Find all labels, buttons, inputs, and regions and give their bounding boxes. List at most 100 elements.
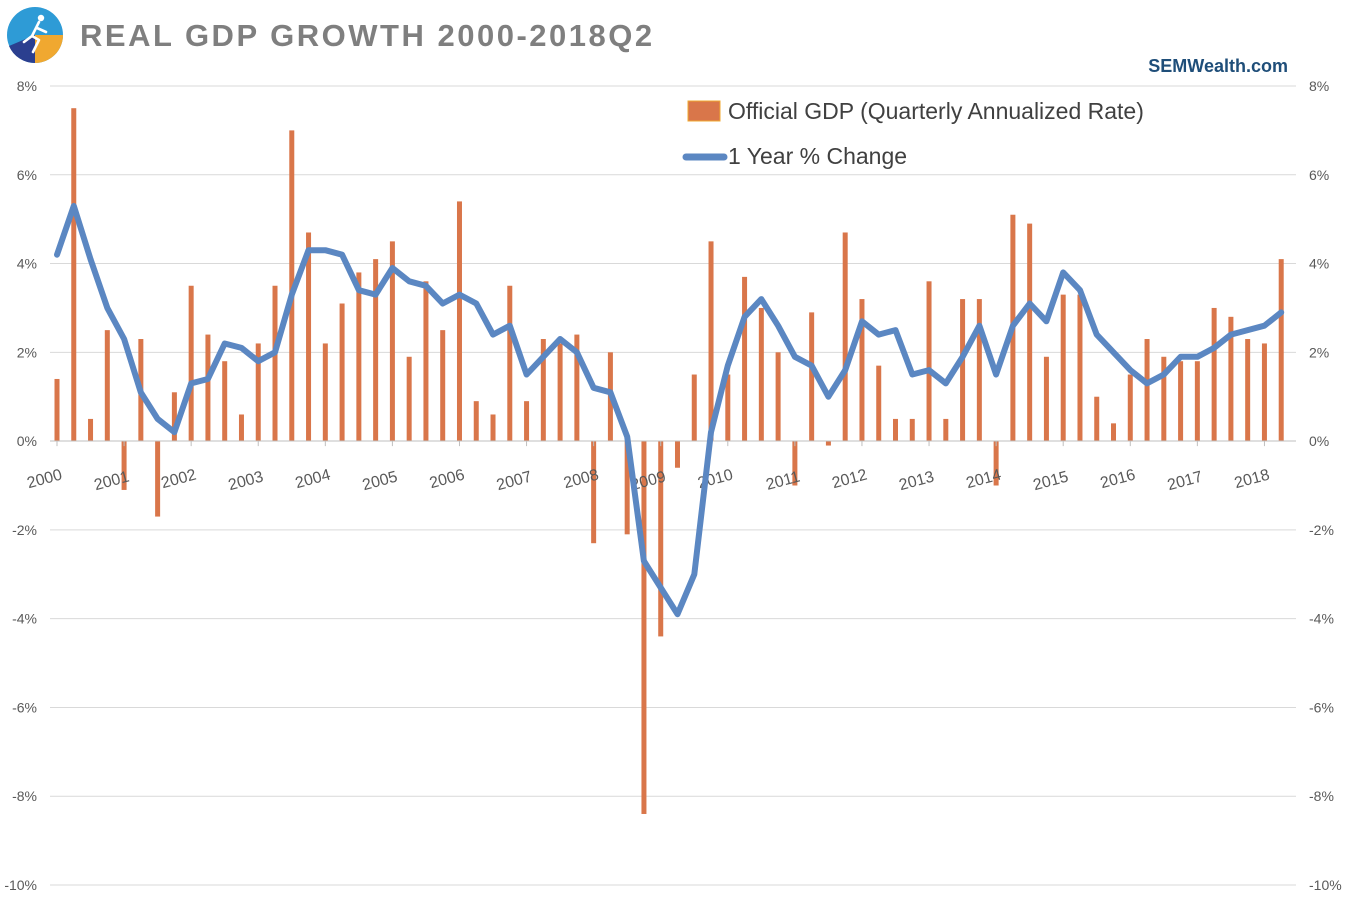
y-tick-label-right: 4%: [1309, 256, 1329, 272]
x-tick-label: 2003: [226, 469, 265, 495]
gdp-bar: [557, 343, 563, 442]
gdp-bar: [339, 303, 345, 442]
y-tick-label-right: 8%: [1309, 78, 1329, 94]
y-tick-label-right: -8%: [1309, 788, 1334, 804]
x-tick-label: 2007: [495, 469, 534, 495]
x-tick-label: 2012: [830, 467, 869, 493]
y-axis-left: 8% 6% 4% 2% 0% -2% -4% -6% -8% -10%: [4, 78, 37, 893]
gdp-bar: [825, 441, 831, 446]
gdp-bar: [574, 334, 580, 442]
gdp-bar: [742, 276, 748, 442]
gdp-bar: [1278, 259, 1284, 442]
gdp-bar: [708, 241, 714, 442]
x-tick-label: 2000: [25, 467, 64, 493]
gdp-bar: [1127, 374, 1133, 442]
gdp-bar: [507, 285, 513, 442]
gdp-bar: [1194, 361, 1200, 442]
line-series: [54, 202, 1285, 618]
x-tick-label: 2001: [92, 469, 131, 495]
gdp-bar: [389, 241, 395, 442]
gdp-bar: [1228, 316, 1234, 442]
x-tick-label: 2013: [897, 469, 936, 495]
y-tick-label-right: -4%: [1309, 611, 1334, 627]
x-tick-label: 2016: [1099, 467, 1138, 493]
gdp-bar: [1261, 343, 1267, 442]
gdp-bar: [1178, 361, 1184, 442]
gdp-bar: [842, 232, 848, 442]
y-axis-right: 8% 6% 4% 2% 0% -2% -4% -6% -8% -10%: [1309, 78, 1342, 893]
gdp-bar: [71, 108, 77, 442]
gdp-bar: [758, 307, 764, 442]
y-tick-label-left: 6%: [17, 167, 37, 183]
gdp-bar: [188, 285, 194, 442]
gdp-bar: [1111, 423, 1117, 442]
gdp-bar: [356, 272, 362, 442]
gdp-bar: [909, 418, 915, 442]
gdp-bar: [222, 361, 228, 442]
gdp-bar: [423, 281, 429, 442]
gdp-bar: [524, 401, 530, 442]
gdp-bar: [960, 299, 966, 442]
gdp-bar: [624, 441, 630, 535]
gdp-bar: [591, 441, 597, 544]
y-tick-label-left: 0%: [17, 433, 37, 449]
yoy-change-line: [54, 202, 1285, 618]
gdp-bar: [859, 299, 865, 442]
y-tick-label-left: -2%: [12, 522, 37, 538]
gdp-bar: [171, 392, 177, 442]
gdp-bar: [1161, 356, 1167, 442]
gdp-bar: [1211, 307, 1217, 442]
gdp-bar: [456, 201, 462, 442]
gdp-bar: [272, 285, 278, 442]
y-tick-label-right: -6%: [1309, 699, 1334, 715]
gdp-bar: [893, 418, 898, 442]
gdp-bar: [792, 441, 798, 486]
y-tick-label-left: -4%: [12, 611, 37, 627]
x-tick-label: 2014: [964, 467, 1003, 493]
gdp-bar: [440, 330, 446, 442]
x-tick-label: 2006: [428, 467, 467, 493]
gdp-bar: [373, 259, 379, 442]
gdp-bar: [238, 414, 244, 442]
gdp-bar: [926, 281, 932, 442]
y-tick-label-right: 6%: [1309, 167, 1329, 183]
gdp-bar: [104, 330, 110, 442]
y-tick-label-right: -2%: [1309, 522, 1334, 538]
brand-link[interactable]: SEMWealth.com: [1148, 56, 1288, 76]
gdp-bar: [289, 130, 295, 442]
y-tick-label-left: -10%: [4, 877, 37, 893]
gdp-bar: [976, 299, 982, 442]
gdp-bar: [1043, 356, 1049, 442]
gdp-bar: [322, 343, 328, 442]
bar-series: [54, 108, 1284, 814]
x-tick-label: 2011: [764, 469, 802, 494]
gdp-bar: [725, 374, 731, 442]
gdp-bar: [1027, 223, 1033, 442]
y-tick-label-right: 2%: [1309, 344, 1329, 360]
x-tick-label: 2004: [294, 467, 333, 493]
x-axis: 2000 2001 2002 2003 2004 2005 2006 2007 2008 2009…: [25, 441, 1272, 495]
gdp-bar: [490, 414, 496, 442]
legend-bar-label: Official GDP (Quarterly Annualized Rate): [728, 98, 1144, 124]
y-tick-label-right: 0%: [1309, 433, 1329, 449]
gdp-bar: [255, 343, 261, 442]
semwealth-logo-icon: [7, 7, 63, 64]
gdp-bar: [775, 352, 781, 442]
chart-header: REAL GDP GROWTH 2000-2018Q2 SEMWealth.co…: [0, 0, 1351, 80]
gdp-bar: [641, 441, 647, 814]
gdp-bar: [1144, 339, 1150, 442]
legend-bar-swatch: [687, 100, 721, 122]
x-tick-label: 2015: [1031, 469, 1070, 495]
gdp-bar: [1060, 294, 1066, 442]
x-tick-label: 2018: [1233, 467, 1272, 493]
y-tick-label-left: 2%: [17, 344, 37, 360]
y-tick-label-left: 4%: [17, 256, 37, 272]
gdp-bar: [1245, 339, 1251, 442]
legend-line-label: 1 Year % Change: [728, 143, 907, 169]
chart-title: REAL GDP GROWTH 2000-2018Q2: [80, 18, 655, 53]
gdp-bar: [876, 365, 882, 442]
x-tick-label: 2005: [361, 469, 400, 495]
gdp-bar: [943, 418, 949, 442]
y-tick-label-left: 8%: [17, 78, 37, 94]
gdp-bar: [1094, 396, 1100, 442]
